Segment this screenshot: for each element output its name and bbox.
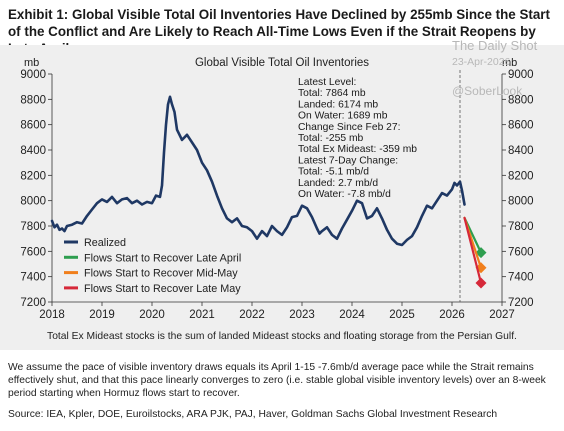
y-tick-label-right: 7800	[508, 221, 534, 233]
plot-area	[50, 70, 487, 302]
y-tick-label-right: 7400	[508, 272, 534, 284]
y-unit-right: mb	[502, 57, 517, 69]
y-tick-label-right: 9000	[508, 69, 534, 81]
y-tick-label-left: 8200	[20, 170, 46, 182]
chart-panel	[0, 45, 564, 350]
y-tick-label-left: 8400	[20, 145, 46, 157]
projection-endpoint-marker-1	[475, 247, 487, 259]
y-tick-label-right: 8800	[508, 94, 534, 106]
source-line: Source: IEA, Kpler, DOE, Euroilstocks, A…	[8, 409, 498, 420]
methodology-note: We assume the pace of visible inventory …	[8, 362, 546, 399]
annotation-line: Landed: 6174 mb	[298, 99, 378, 110]
y-unit-left: mb	[24, 57, 39, 69]
x-tick-label: 2026	[439, 309, 465, 321]
annotation-line: Change Since Feb 27:	[298, 122, 400, 133]
x-tick-label: 2025	[389, 309, 415, 321]
y-tick-label-left: 8000	[20, 196, 46, 208]
x-tick-label: 2018	[39, 309, 65, 321]
legend-label-2: Flows Start to Recover Mid-May	[84, 268, 238, 280]
watermark-handle: @SoberLook	[452, 84, 523, 98]
x-tick-label: 2027	[489, 309, 515, 321]
y-tick-label-right: 8200	[508, 170, 534, 182]
y-tick-label-left: 8600	[20, 120, 46, 132]
projection-endpoint-marker-3	[475, 277, 487, 289]
x-axis-footnote: Total Ex Mideast stocks is the sum of la…	[47, 331, 517, 342]
x-tick-label: 2024	[339, 309, 365, 321]
y-axis-left: 7200 7400 7600 7800 8000 8200 8400 8600 8800 9000	[20, 69, 53, 309]
annotation-line: On Water: -7.8 mb/d	[298, 189, 391, 200]
y-tick-label-right: 7600	[508, 246, 534, 258]
legend-label-3: Flows Start to Recover Late May	[84, 283, 241, 295]
chart-title: Global Visible Total Oil Inventories	[195, 57, 369, 69]
y-tick-label-left: 8800	[20, 94, 46, 106]
annotation-line: On Water: 1689 mb	[298, 111, 388, 122]
annotation-line: Total Ex Mideast: -359 mb	[298, 144, 417, 155]
annotation-line: Latest Level:	[298, 77, 356, 88]
legend-label-1: Flows Start to Recover Late April	[84, 252, 241, 264]
y-tick-label-right: 8400	[508, 145, 534, 157]
series-projection-line-3	[463, 216, 483, 285]
watermark-date: 23-Apr-2026	[452, 56, 511, 68]
x-tick-label: 2022	[239, 309, 265, 321]
annotation-line: Total: -5.1 mb/d	[298, 167, 369, 178]
y-tick-label-right: 7200	[508, 297, 534, 309]
y-tick-label-left: 9000	[20, 69, 46, 81]
x-tick-label: 2019	[89, 309, 115, 321]
annotation-line: Total: 7864 mb	[298, 88, 366, 99]
y-tick-label-right: 8600	[508, 120, 534, 132]
y-tick-label-left: 7600	[20, 246, 46, 258]
y-tick-label-right: 8000	[508, 196, 534, 208]
annotation-line: Latest 7-Day Change:	[298, 155, 398, 166]
y-tick-label-left: 7200	[20, 297, 46, 309]
legend-label-0: Realized	[84, 237, 126, 249]
series-realized-line	[50, 95, 466, 247]
annotation-line: Total: -255 mb	[298, 133, 364, 144]
watermark-brand: The Daily Shot	[452, 38, 538, 53]
legend: Realized Flows Start to Recover Late Apri…	[64, 237, 241, 295]
x-axis: 2018 2019 2020 2021 2022 2023 2024 2025 2026 2027	[39, 301, 515, 321]
y-axis-right: 7200 7400 7600 7800 8000 8200 8400 8600 8800 9000	[501, 69, 534, 309]
x-tick-label: 2023	[289, 309, 315, 321]
x-tick-label: 2020	[139, 309, 165, 321]
annotation-line: Landed: 2.7 mb/d	[298, 178, 378, 189]
x-tick-label: 2021	[189, 309, 215, 321]
y-tick-label-left: 7800	[20, 221, 46, 233]
y-tick-label-left: 7400	[20, 272, 46, 284]
